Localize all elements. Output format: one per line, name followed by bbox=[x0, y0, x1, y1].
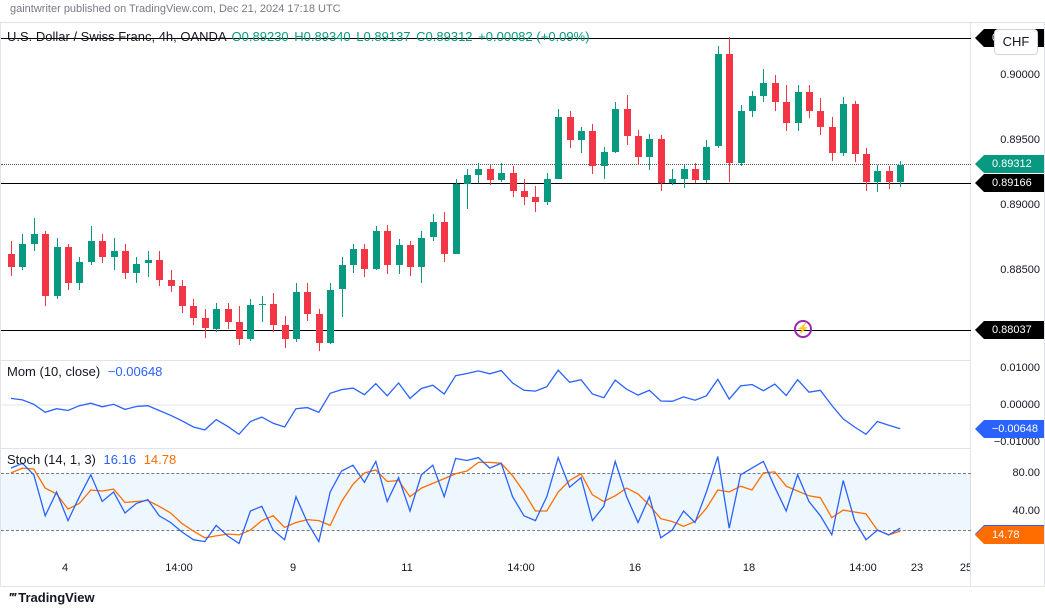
momentum-pane[interactable]: Mom (10, close) −0.00648 bbox=[1, 361, 971, 449]
price-axis[interactable]: CHF 0.900000.895000.890000.885000.902860… bbox=[970, 23, 1044, 586]
time-axis[interactable]: 414:0091114:00161814:002325 bbox=[1, 554, 971, 586]
mom-legend: Mom (10, close) −0.00648 bbox=[7, 364, 162, 379]
price-pane[interactable]: U.S. Dollar / Swiss Franc, 4h, OANDA O0.… bbox=[1, 23, 971, 361]
currency-badge[interactable]: CHF bbox=[994, 29, 1038, 55]
publish-header: gaintwriter published on TradingView.com… bbox=[0, 0, 1045, 20]
symbol-legend: U.S. Dollar / Swiss Franc, 4h, OANDA O0.… bbox=[7, 29, 590, 44]
stoch-legend: Stoch (14, 1, 3) 16.16 14.78 bbox=[7, 452, 176, 467]
chart-container: U.S. Dollar / Swiss Franc, 4h, OANDA O0.… bbox=[0, 22, 1045, 587]
tv-icon: ‴ bbox=[10, 590, 14, 605]
tradingview-logo: ‴TradingView bbox=[10, 590, 95, 605]
flash-icon[interactable]: ⚡ bbox=[794, 320, 812, 338]
stochastic-pane[interactable]: Stoch (14, 1, 3) 16.16 14.78 bbox=[1, 449, 971, 554]
